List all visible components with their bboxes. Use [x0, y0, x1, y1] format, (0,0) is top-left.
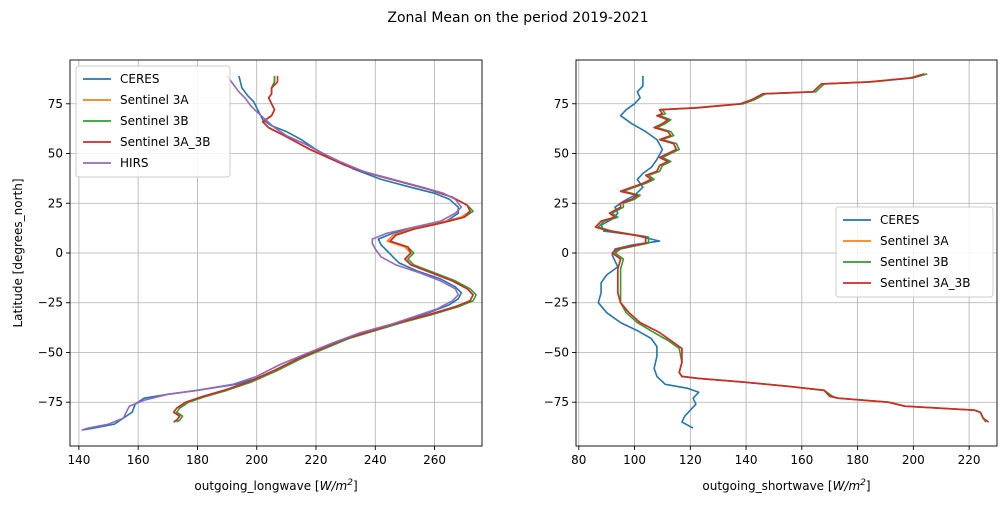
series-line-sentinel-3a-3b	[172, 75, 474, 423]
shortwave-panel: 80 100 120 140 160 180 200 220 −75 −50 −25 0 25 50 75 o…	[544, 59, 998, 493]
legend-label-ceres: CERES	[120, 72, 160, 86]
x-tick-label: 220	[958, 453, 981, 467]
legend: CERES Sentinel 3A Sentinel 3B Sentinel 3A_3…	[75, 65, 231, 178]
x-axis-label-unit-exponent: 2	[347, 478, 353, 488]
figure-title: Zonal Mean on the period 2019-2021	[387, 10, 648, 26]
legend-label-ceres: CERES	[880, 213, 920, 227]
x-axis-label-name: outgoing_longwave [	[194, 479, 319, 493]
x-tick-label: 140	[735, 453, 758, 467]
y-tick-label: 75	[554, 97, 569, 111]
x-tick-label: 220	[305, 453, 328, 467]
y-tick-label: 0	[55, 246, 63, 260]
legend-label-sentinel-3a: Sentinel 3A	[120, 93, 189, 107]
y-tick-label: −25	[38, 296, 63, 310]
y-tick-label: −25	[544, 296, 569, 310]
legend-box	[835, 206, 994, 298]
legend-label-sentinel-3a-3b: Sentinel 3A_3B	[120, 135, 211, 149]
y-tick-label: 0	[561, 246, 569, 260]
y-tick-label: 25	[48, 196, 63, 210]
y-tick-label: 50	[554, 147, 569, 161]
y-tick-label: −75	[544, 395, 569, 409]
x-tick-label: 240	[364, 453, 387, 467]
legend: CERES Sentinel 3A Sentinel 3B Sentinel 3A_3…	[835, 206, 994, 298]
legend-box	[75, 65, 231, 178]
legend-label-sentinel-3a-3b: Sentinel 3A_3B	[880, 276, 971, 290]
x-tick-label: 200	[902, 453, 925, 467]
y-tick-label: 75	[48, 97, 63, 111]
x-tick-label: 180	[846, 453, 869, 467]
x-tick-label: 140	[67, 453, 90, 467]
x-axis-label: outgoing_longwave [W/m2]	[194, 478, 357, 493]
longwave-panel: 140 160 180 200 220 240 260 −75 −50 −25 0 25 50 75 out…	[11, 59, 483, 493]
series-line-hirs	[81, 75, 463, 431]
y-tick-label: 50	[48, 147, 63, 161]
x-tick-label: 160	[127, 453, 150, 467]
x-axis-label-bracket: ]	[353, 479, 358, 493]
y-tick-label: −50	[544, 345, 569, 359]
x-tick-label: 200	[245, 453, 268, 467]
y-tick-label: −50	[38, 345, 63, 359]
x-axis-label: outgoing_shortwave [W/m2]	[702, 478, 870, 493]
y-axis-label: Latitude [degrees_north]	[11, 178, 25, 327]
legend-label-sentinel-3a: Sentinel 3A	[880, 234, 949, 248]
x-tick-label: 120	[679, 453, 702, 467]
legend-label-sentinel-3b: Sentinel 3B	[880, 255, 949, 269]
legend-label-hirs: HIRS	[120, 156, 149, 170]
x-axis-label-unit: W/m	[320, 479, 348, 493]
x-tick-label: 100	[623, 453, 646, 467]
y-tick-label: 25	[554, 196, 569, 210]
legend-label-sentinel-3b: Sentinel 3B	[120, 114, 189, 128]
x-tick-label: 260	[423, 453, 446, 467]
x-tick-label: 80	[571, 453, 586, 467]
x-axis-label-unit-exponent: 2	[860, 478, 866, 488]
x-axis-label-unit: W/m	[833, 479, 861, 493]
series-line-sentinel-3a-3b	[594, 73, 990, 423]
x-tick-label: 180	[186, 453, 209, 467]
series-line-ceres	[597, 75, 700, 429]
x-axis-label-bracket: ]	[866, 479, 871, 493]
x-tick-label: 160	[790, 453, 813, 467]
y-tick-label: −75	[38, 395, 63, 409]
x-axis-label-name: outgoing_shortwave [	[702, 479, 832, 493]
